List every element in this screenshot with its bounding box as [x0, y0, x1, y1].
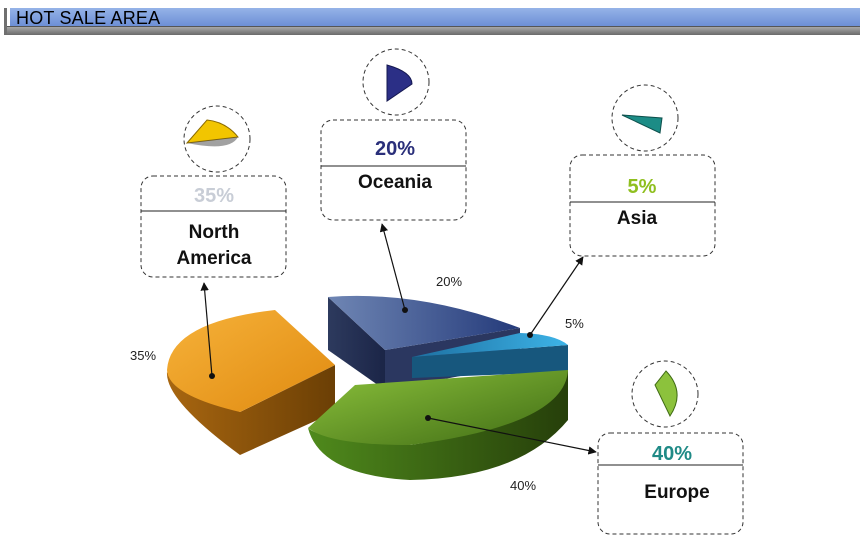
- box-pct-north-america: 35%: [194, 185, 234, 207]
- connector-europe: [427, 417, 597, 455]
- box-name-europe: Europe: [644, 482, 709, 503]
- label-box-oceania: [320, 119, 467, 221]
- data-label-oceania: 20%: [436, 274, 462, 289]
- slice-asia: [412, 333, 568, 378]
- pie-wedge-icon-north-america: [185, 119, 239, 144]
- callout-north-america: 35% North America: [140, 105, 287, 278]
- callout-asia: 5% Asia: [569, 84, 716, 257]
- box-pct-oceania: 20%: [375, 138, 415, 160]
- connector-oceania: [379, 223, 406, 311]
- box-name-oceania: Oceania: [358, 172, 432, 193]
- connector-lines: [200, 223, 597, 455]
- callout-oceania: 20% Oceania: [320, 48, 467, 221]
- header-bar: HOT SALE AREA: [4, 6, 860, 36]
- label-box-north-america: [140, 175, 287, 278]
- header-tick: [4, 8, 7, 34]
- connector-dots: [209, 307, 533, 421]
- data-label-europe: 40%: [510, 478, 536, 493]
- connector-north-america: [200, 282, 213, 377]
- label-box-europe: [597, 432, 744, 535]
- box-name-north-america-line2: America: [177, 248, 252, 269]
- pie-wedge-icon-europe: [654, 370, 678, 418]
- pie-wedge-icon-oceania: [386, 64, 413, 102]
- page-title: HOT SALE AREA: [16, 8, 161, 28]
- box-name-north-america-line1: North: [189, 222, 240, 243]
- box-pct-europe: 40%: [652, 443, 692, 465]
- header-band: [10, 8, 860, 26]
- pie-wedge-icon-asia: [621, 114, 663, 134]
- data-label-asia: 5%: [565, 316, 584, 331]
- box-pct-asia: 5%: [628, 176, 657, 198]
- label-box-asia: [569, 154, 716, 257]
- connector-asia: [529, 256, 584, 336]
- header-rule: [4, 26, 860, 35]
- data-label-north-america: 35%: [130, 348, 156, 363]
- box-name-asia: Asia: [617, 208, 658, 229]
- slice-europe: [308, 370, 568, 480]
- callout-europe: 40% Europe: [597, 360, 744, 535]
